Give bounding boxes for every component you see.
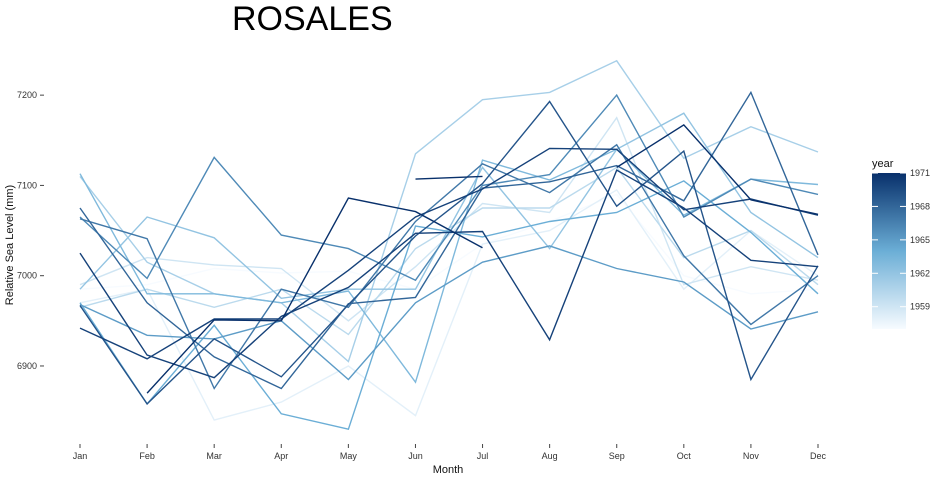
y-tick-label: 7200 (17, 90, 37, 100)
series-line-1963-6 (79, 148, 819, 384)
series-line-1969-12 (79, 100, 819, 405)
series-line-1971-17 (616, 123, 819, 215)
x-tick-label: May (340, 451, 358, 461)
y-tick-label: 7100 (17, 180, 37, 190)
series-line-1962-5 (79, 112, 819, 300)
series-line-1966-9 (79, 93, 819, 282)
series-line-1965-8 (79, 245, 819, 381)
x-tick-label: Apr (274, 451, 288, 461)
legend-tick-label: 1968 (910, 201, 930, 211)
series-line-1958-1 (79, 188, 819, 421)
y-tick-label: 7000 (17, 271, 37, 281)
x-tick-label: Oct (677, 451, 692, 461)
x-tick-label: Feb (139, 451, 155, 461)
series-line-1968-11 (79, 90, 819, 390)
y-axis-title: Relative Sea Level (mm) (4, 185, 16, 305)
chart-title: ROSALES (232, 0, 393, 38)
colorbar (872, 173, 906, 329)
x-tick-label: Jan (73, 451, 88, 461)
y-tick-label: 6900 (17, 361, 37, 371)
series-line-1964-7 (79, 180, 819, 431)
legend-title: year (872, 158, 894, 170)
x-tick-label: Aug (542, 451, 558, 461)
series-line-1959-2 (79, 116, 819, 322)
x-tick-label: Sep (609, 451, 625, 461)
legend-ticks: 1959 1962 1965 1968 1971 (872, 168, 930, 312)
series-line-1970-13 (79, 169, 819, 379)
y-axis: 6900 7000 7100 7200 (17, 90, 44, 371)
legend-tick-label: 1965 (910, 235, 930, 245)
series-lines (79, 59, 819, 431)
legend-tick-label: 1962 (910, 268, 930, 278)
x-tick-label: Jun (408, 451, 423, 461)
series-line-1971-16 (415, 175, 483, 180)
series-line-1967-10 (79, 143, 819, 390)
x-tick-label: Mar (206, 451, 222, 461)
series-line-1970-14 (79, 147, 819, 360)
legend-tick-label: 1959 (910, 302, 930, 312)
legend: year 1959 1962 1965 1968 1971 (872, 158, 930, 329)
x-axis: Jan Feb Mar Apr May Jun Jul Aug Sep Oct Nov Dec (73, 444, 827, 461)
series-line-1971-15 (146, 197, 483, 394)
legend-tick-label: 1971 (910, 168, 930, 178)
x-tick-label: Nov (743, 451, 760, 461)
series-line-1961-4 (79, 59, 819, 363)
x-tick-label: Jul (477, 451, 489, 461)
x-tick-label: Dec (810, 451, 827, 461)
x-axis-title: Month (433, 464, 464, 476)
